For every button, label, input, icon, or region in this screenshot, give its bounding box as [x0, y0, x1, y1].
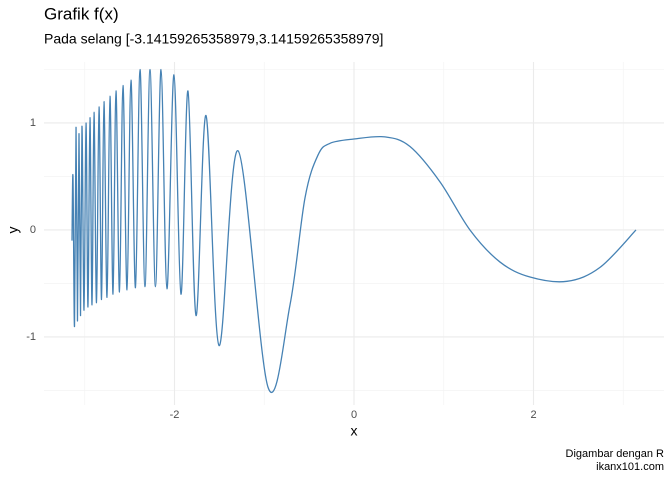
y-tick-label: 1 [30, 117, 36, 129]
caption: Digambar dengan R [566, 448, 665, 460]
x-tick-label: -2 [170, 409, 180, 421]
y-tick-label: -1 [26, 331, 36, 343]
y-axis-label: y [5, 227, 21, 234]
chart-title: Grafik f(x) [44, 4, 119, 23]
x-tick-label: 0 [351, 409, 357, 421]
grid [44, 62, 664, 405]
data-line [71, 68, 637, 393]
y-tick-label: 0 [30, 224, 36, 236]
x-tick-label: 2 [530, 409, 536, 421]
caption: ikanx101.com [596, 461, 664, 473]
x-axis-label: x [351, 423, 358, 439]
chart-subtitle: Pada selang [-3.14159265358979,3.1415926… [44, 31, 383, 47]
